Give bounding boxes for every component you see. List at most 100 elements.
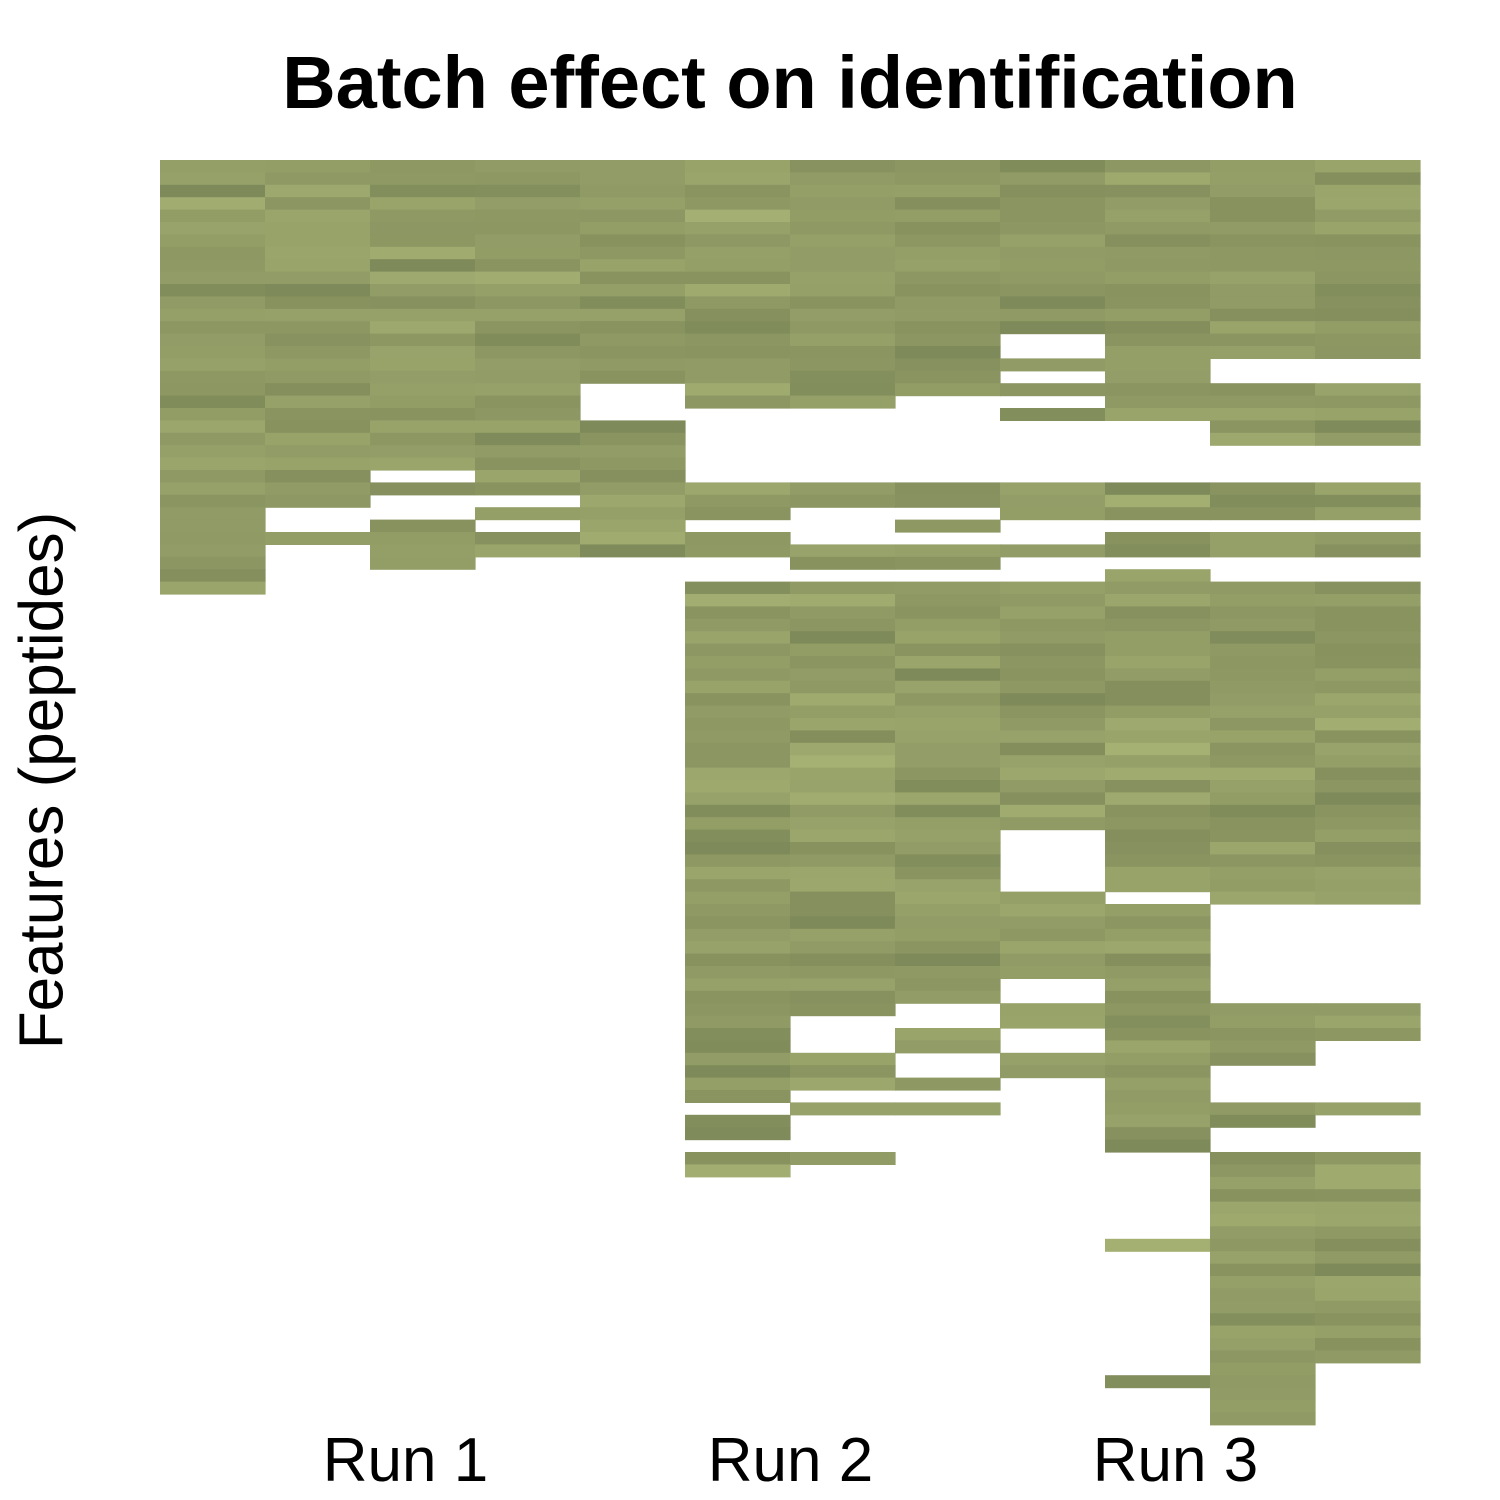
- heatmap-cell: [685, 990, 791, 1004]
- heatmap-cell: [1315, 395, 1421, 409]
- heatmap-cell: [1000, 755, 1106, 769]
- heatmap-cell: [1000, 1003, 1106, 1017]
- heatmap-cell: [685, 643, 791, 657]
- heatmap-cell: [1105, 1238, 1211, 1252]
- heatmap-cell: [685, 891, 791, 905]
- heatmap-cell: [475, 333, 581, 347]
- heatmap-cell: [1210, 160, 1316, 173]
- heatmap-cell: [1210, 1189, 1316, 1203]
- heatmap-cell: [1315, 160, 1421, 173]
- heatmap-cell: [370, 346, 476, 359]
- heatmap-cell: [895, 990, 1001, 1004]
- heatmap-cell: [895, 693, 1001, 707]
- heatmap-cell: [160, 470, 266, 483]
- heatmap-cell: [265, 494, 371, 508]
- heatmap-cell: [370, 333, 476, 347]
- heatmap-cell: [1210, 792, 1316, 806]
- heatmap-cell: [1210, 507, 1316, 521]
- heatmap-cell: [1210, 854, 1316, 868]
- heatmap-cell: [1315, 321, 1421, 335]
- heatmap-cell: [895, 581, 1001, 595]
- heatmap-cell: [1105, 370, 1211, 384]
- heatmap-cell: [895, 916, 1001, 930]
- heatmap-cell: [265, 271, 371, 285]
- heatmap-cell: [685, 1114, 791, 1128]
- heatmap-cell: [370, 246, 476, 260]
- heatmap-cell: [370, 532, 476, 545]
- heatmap-cell: [1210, 1052, 1316, 1066]
- heatmap-cell: [1315, 780, 1421, 793]
- heatmap-cell: [265, 222, 371, 235]
- heatmap-cell: [685, 978, 791, 992]
- x-tick-label-run-1: Run 1: [322, 1426, 489, 1495]
- heatmap-cell: [895, 308, 1001, 322]
- heatmap-cell: [685, 358, 791, 372]
- heatmap-cell: [1105, 346, 1211, 359]
- heatmap-cell: [160, 346, 266, 359]
- x-tick-label-run-3: Run 3: [1092, 1426, 1259, 1495]
- heatmap-cell: [685, 1077, 791, 1091]
- heatmap-cell: [1315, 532, 1421, 545]
- heatmap-cell: [685, 494, 791, 508]
- heatmap-cell: [895, 222, 1001, 235]
- heatmap-cell: [1315, 259, 1421, 273]
- heatmap-cell: [1105, 1139, 1211, 1153]
- heatmap-cell: [895, 891, 1001, 905]
- heatmap-cell: [370, 383, 476, 397]
- heatmap-cell: [1210, 1325, 1316, 1339]
- heatmap-cell: [1210, 631, 1316, 645]
- heatmap-cell: [160, 395, 266, 409]
- heatmap-cell: [685, 705, 791, 719]
- heatmap-cell: [580, 209, 686, 223]
- heatmap-cell: [1315, 1028, 1421, 1041]
- heatmap-cell: [580, 271, 686, 285]
- heatmap-cell: [1210, 222, 1316, 235]
- heatmap-cell: [1210, 730, 1316, 744]
- heatmap-cell: [1210, 544, 1316, 558]
- heatmap-cell: [790, 184, 896, 198]
- heatmap-cell: [1210, 420, 1316, 434]
- heatmap-cell: [685, 928, 791, 942]
- heatmap-cell: [160, 358, 266, 372]
- heatmap-cell: [790, 1003, 896, 1017]
- heatmap-cell: [580, 172, 686, 186]
- heatmap-cell: [1000, 197, 1106, 211]
- heatmap-cell: [475, 544, 581, 558]
- heatmap-cell: [1210, 804, 1316, 818]
- heatmap-cell: [1315, 1300, 1421, 1314]
- heatmap-cell: [790, 755, 896, 769]
- heatmap-cell: [1105, 990, 1211, 1004]
- heatmap-cell: [475, 246, 581, 260]
- heatmap-cell: [790, 817, 896, 831]
- heatmap-cell: [895, 705, 1001, 719]
- heatmap-cell: [1210, 594, 1316, 607]
- heatmap-cell: [1105, 333, 1211, 347]
- heatmap-cell: [685, 284, 791, 297]
- heatmap-cell: [1105, 842, 1211, 855]
- heatmap-cell: [685, 532, 791, 545]
- heatmap-cell: [895, 494, 1001, 508]
- heatmap-cell: [895, 284, 1001, 297]
- heatmap-cell: [1315, 544, 1421, 558]
- heatmap-cell: [685, 482, 791, 496]
- heatmap-cell: [790, 990, 896, 1004]
- heatmap-cell: [1210, 718, 1316, 731]
- heatmap-cell: [895, 172, 1001, 186]
- heatmap-cell: [370, 271, 476, 285]
- heatmap-cell: [1105, 494, 1211, 508]
- heatmap-cell: [1315, 184, 1421, 198]
- heatmap-cell: [160, 507, 266, 521]
- heatmap-cell: [685, 1164, 791, 1178]
- heatmap-cell: [265, 296, 371, 310]
- heatmap-cell: [1105, 482, 1211, 496]
- heatmap-cell: [580, 222, 686, 235]
- heatmap-cell: [790, 916, 896, 930]
- heatmap-cell: [1000, 953, 1106, 967]
- heatmap-cell: [895, 966, 1001, 979]
- heatmap-cell: [265, 308, 371, 322]
- heatmap-cell: [895, 358, 1001, 372]
- heatmap-cell: [895, 346, 1001, 359]
- heatmap-cell: [685, 259, 791, 273]
- heatmap-cell: [685, 321, 791, 335]
- heatmap-cell: [1315, 879, 1421, 893]
